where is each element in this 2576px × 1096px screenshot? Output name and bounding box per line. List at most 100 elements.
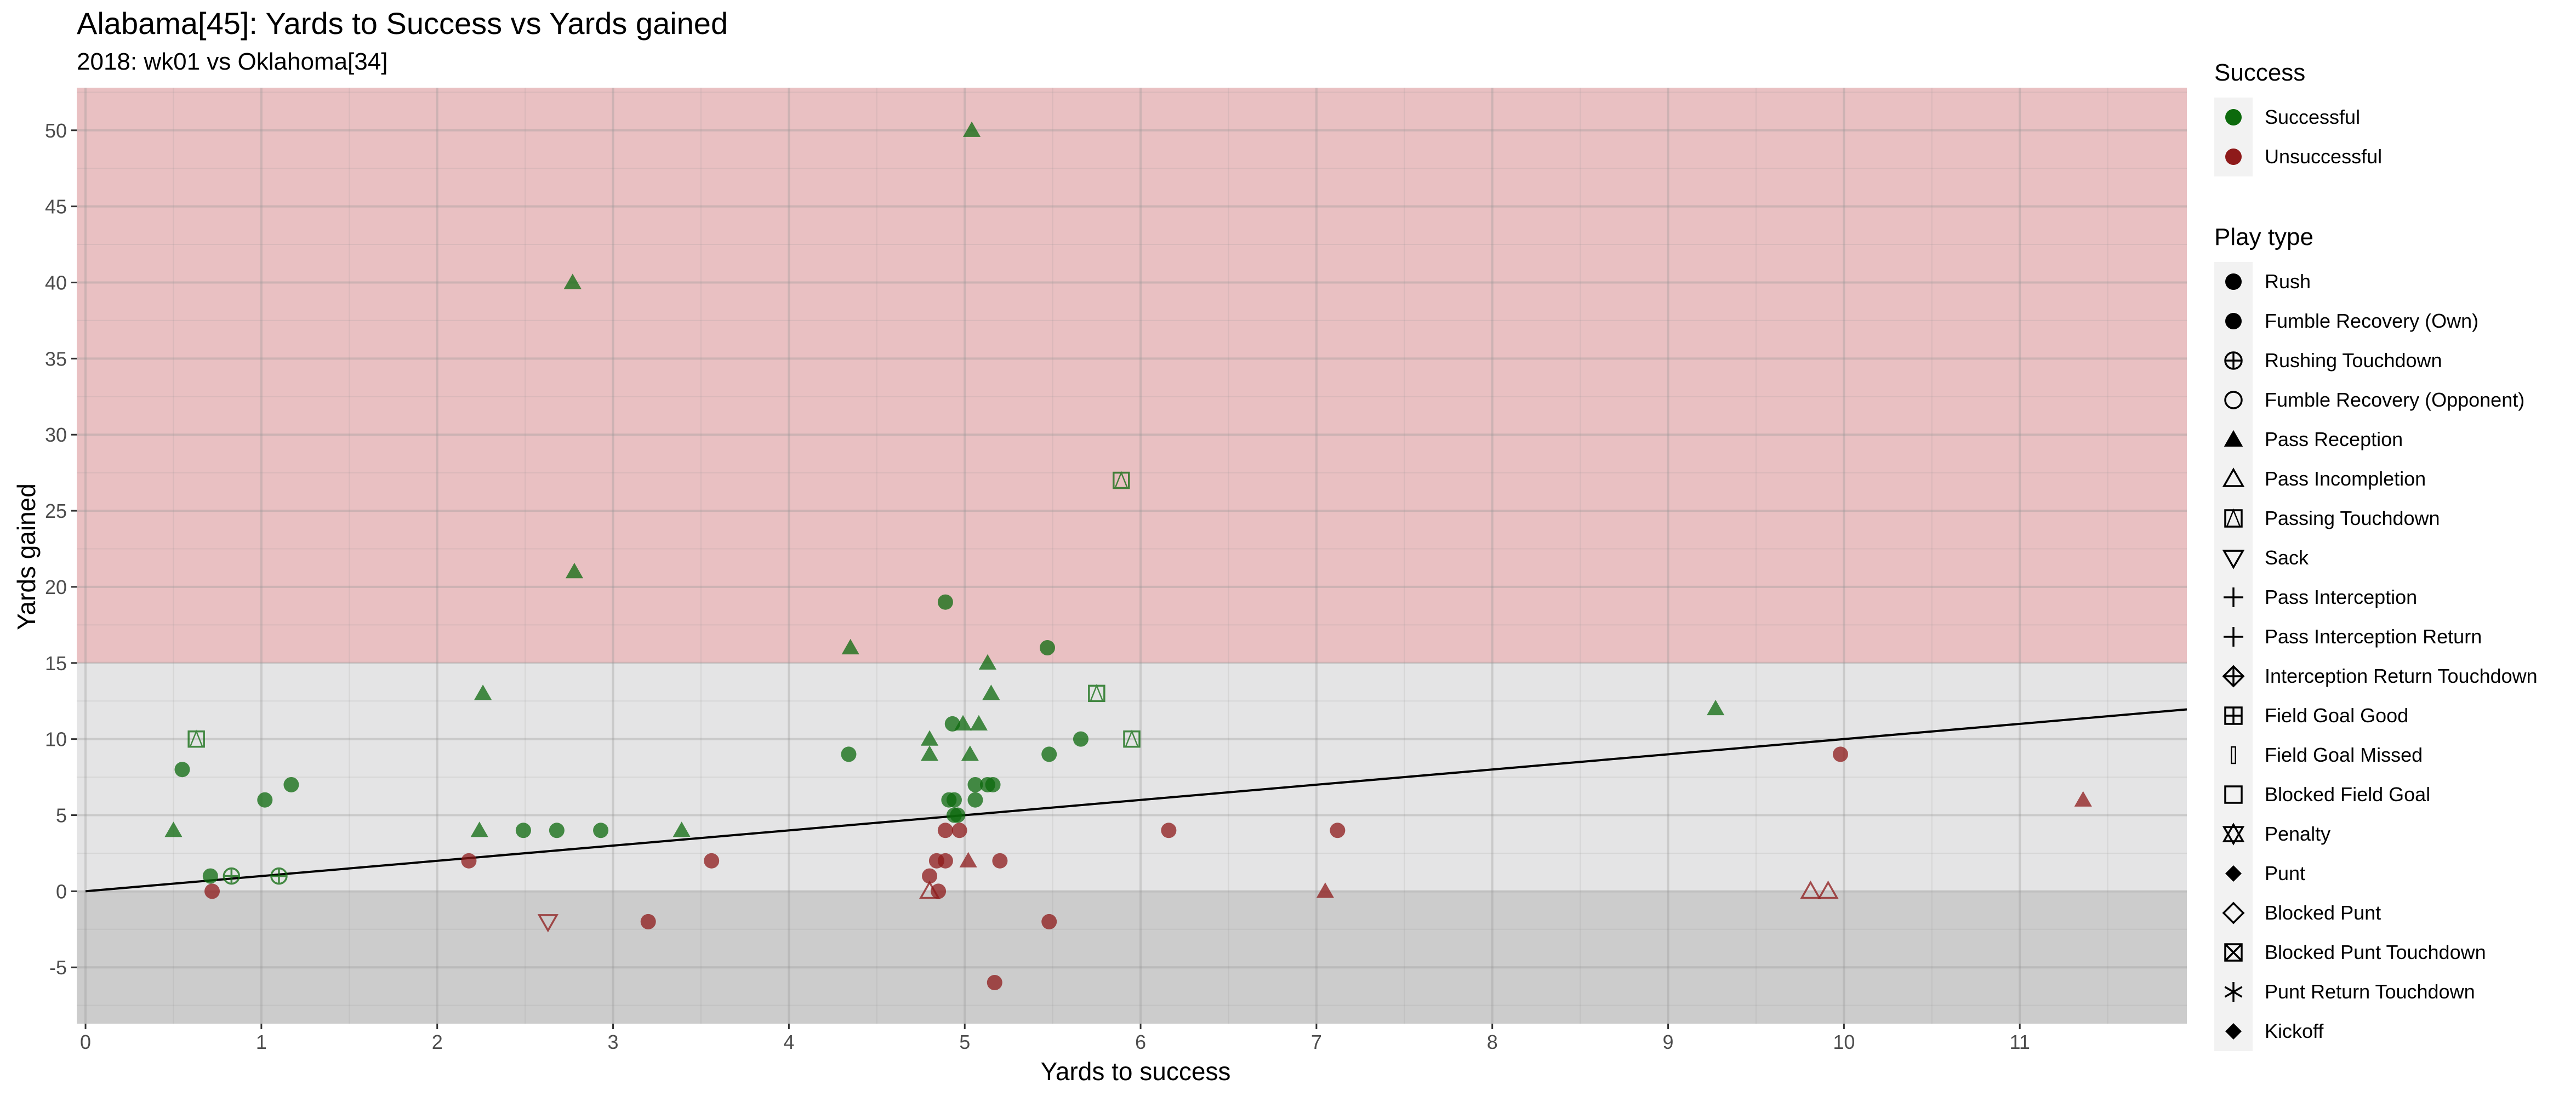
legend-key (2214, 893, 2253, 933)
data-point (640, 914, 656, 929)
data-point (1800, 880, 1821, 899)
playtype-legend-item: Blocked Punt (2214, 893, 2538, 933)
playtype-legend-title: Play type (2214, 224, 2313, 250)
data-point (164, 821, 183, 837)
legend-key (2214, 854, 2253, 893)
x-tick-label: 11 (2010, 1031, 2030, 1053)
playtype-legend: Play type Rush Fumble Recovery (Own) Rushi… (2214, 224, 2538, 1051)
data-point (951, 823, 967, 838)
playtype-legend-item: Punt Return Touchdown (2214, 972, 2538, 1012)
legend-label: Fumble Recovery (Opponent) (2265, 389, 2525, 411)
band-0 (77, 891, 2187, 1024)
legend-label: Pass Interception (2265, 586, 2418, 608)
data-point (1316, 882, 1335, 898)
legend-label: Field Goal Good (2265, 704, 2409, 727)
x-tick-label: 2 (432, 1031, 443, 1053)
band-1 (77, 663, 2187, 892)
y-tick-label: 30 (45, 424, 67, 446)
legend-key (2214, 499, 2253, 538)
data-point (549, 823, 565, 838)
data-points (164, 121, 2092, 991)
data-point (474, 684, 492, 700)
playtype-legend-item: Fumble Recovery (Own) (2214, 301, 2538, 341)
data-point (1113, 471, 1130, 489)
data-point (1330, 823, 1346, 838)
data-point (1832, 746, 1848, 762)
success-legend: Success Successful Unsuccessful (2214, 59, 2382, 176)
x-tick-label: 0 (80, 1031, 91, 1053)
x-tick-label: 9 (1663, 1031, 1674, 1053)
data-point (985, 777, 1001, 792)
legend-key (2214, 972, 2253, 1012)
data-point (959, 852, 977, 867)
data-point (704, 853, 720, 869)
y-tick-label: -5 (49, 956, 67, 979)
y-tick-label: 0 (56, 880, 67, 903)
data-point (920, 745, 939, 761)
data-point (1817, 880, 1839, 899)
playtype-legend-item: Pass Interception Return (2214, 617, 2538, 657)
legend-label: Interception Return Touchdown (2265, 665, 2538, 687)
playtype-legend-item: Pass Reception (2214, 420, 2538, 459)
data-point (537, 914, 558, 933)
band-2 (77, 88, 2187, 663)
gridlines (77, 88, 2187, 1024)
legend-label: Punt (2265, 862, 2306, 884)
playtype-legend-item: Penalty (2214, 814, 2538, 854)
legend-key (2214, 1012, 2253, 1051)
playtype-legend-item: Kickoff (2214, 1012, 2538, 1051)
reference-line (85, 708, 2187, 893)
legend-label: Unsuccessful (2265, 145, 2383, 168)
data-point (954, 715, 972, 730)
legend-label: Punt Return Touchdown (2265, 980, 2475, 1003)
chart-title: Alabama[45]: Yards to Success vs Yards g… (77, 6, 728, 41)
data-point (931, 883, 947, 899)
playtype-legend-item: Passing Touchdown (2214, 499, 2538, 538)
y-tick-label: 15 (45, 652, 67, 675)
y-tick-label: 50 (45, 119, 67, 142)
data-point (970, 715, 988, 730)
data-point (270, 867, 288, 885)
data-point (2074, 791, 2092, 807)
data-point (937, 594, 953, 610)
data-point (593, 823, 609, 838)
data-point (1088, 684, 1105, 703)
data-point (992, 853, 1008, 869)
playtype-legend-item: Field Goal Missed (2214, 735, 2538, 775)
playtype-legend-item: Pass Interception (2214, 578, 2538, 617)
legend-label: Field Goal Missed (2265, 744, 2423, 766)
data-point (563, 273, 582, 289)
legend-key (2214, 538, 2253, 578)
x-tick-label: 10 (1833, 1031, 1855, 1053)
success-legend-item: Successful (2214, 98, 2382, 137)
data-point (223, 867, 241, 885)
playtype-legend-item: Sack (2214, 538, 2538, 578)
x-tick-label: 7 (1311, 1031, 1322, 1053)
data-point (515, 823, 531, 838)
legend-label: Pass Interception Return (2265, 625, 2482, 648)
legend-key (2214, 380, 2253, 420)
legend-key (2214, 459, 2253, 499)
legend-key (2214, 775, 2253, 814)
playtype-legend-items: Rush Fumble Recovery (Own) Rushing Touchdo… (2214, 262, 2538, 1051)
playtype-legend-item: Pass Incompletion (2214, 459, 2538, 499)
legend-label: Passing Touchdown (2265, 507, 2440, 529)
data-point (1041, 746, 1057, 762)
x-tick-label: 4 (783, 1031, 794, 1053)
data-point (937, 853, 953, 869)
y-tick-label: 25 (45, 500, 67, 522)
data-point (937, 823, 953, 838)
data-point (946, 792, 962, 808)
legend-label: Penalty (2265, 823, 2331, 845)
playtype-legend-item: Punt (2214, 854, 2538, 893)
legend-key (2214, 735, 2253, 775)
legend-label: Pass Incompletion (2265, 467, 2426, 490)
data-point (987, 975, 1002, 991)
success-legend-item: Unsuccessful (2214, 137, 2382, 176)
data-point (174, 762, 190, 778)
data-point (1073, 731, 1088, 747)
legend-label: Blocked Punt Touchdown (2265, 941, 2486, 963)
data-point (1123, 729, 1141, 748)
success-legend-items: Successful Unsuccessful (2214, 98, 2382, 176)
legend-label: Successful (2265, 106, 2361, 128)
